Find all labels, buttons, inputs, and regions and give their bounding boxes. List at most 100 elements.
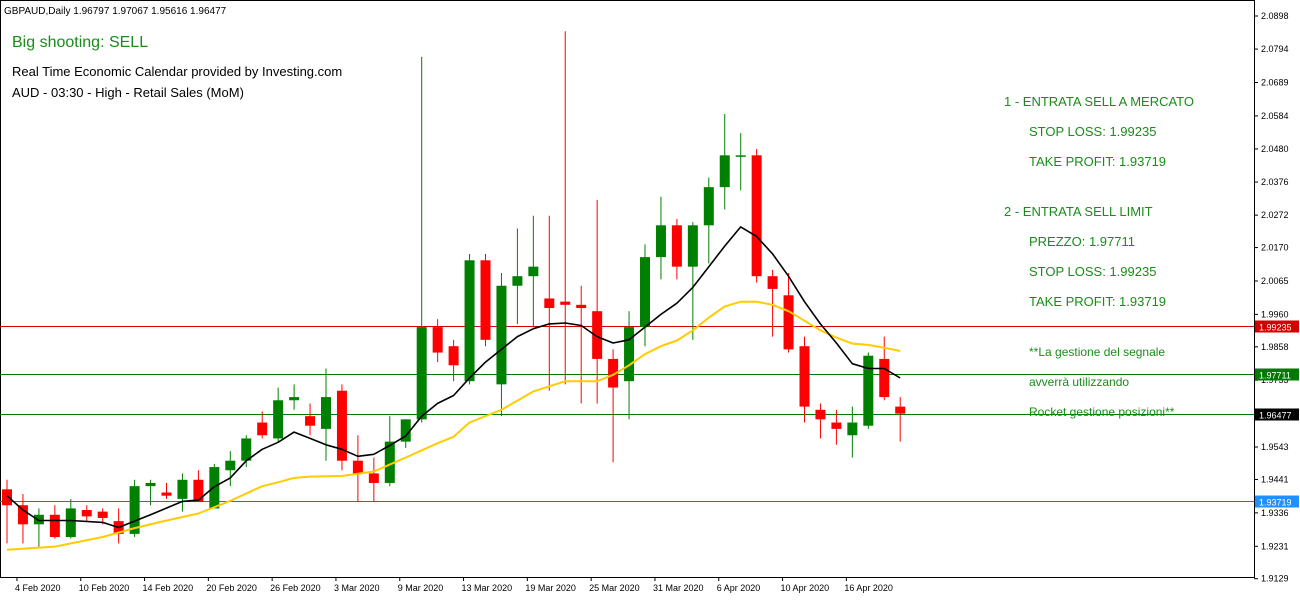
note-management-line1: **La gestione del segnale <box>1029 345 1166 359</box>
candle <box>193 470 204 503</box>
time-axis: 4 Feb 2020 10 Feb 2020 14 Feb 2020 20 Feb 2… <box>15 577 893 593</box>
bullish-candle-body <box>464 260 475 382</box>
candle <box>847 406 858 458</box>
bearish-candle-body <box>352 460 363 474</box>
bearish-candle-body <box>2 489 12 506</box>
bearish-candle-body <box>815 409 826 420</box>
candle <box>655 196 666 280</box>
bearish-candle-body <box>544 298 555 309</box>
bullish-candle-body <box>400 419 411 442</box>
x-tick-label: 14 Feb 2020 <box>143 583 194 593</box>
note-limit-take-profit: TAKE PROFIT: 1.93719 <box>1029 294 1167 309</box>
candle <box>161 482 172 499</box>
candle <box>576 285 587 404</box>
candle <box>496 273 507 417</box>
y-tick-label: 1.9231 <box>1261 541 1289 551</box>
calendar-provider-text: Real Time Economic Calendar provided by … <box>12 64 343 79</box>
bearish-candle-body <box>257 422 268 436</box>
symbol-info: GBPAUD,Daily 1.96797 1.97067 1.95616 1.9… <box>4 6 227 17</box>
bearish-candle-body <box>193 479 204 503</box>
take-profit-price-tag: 1.93719 <box>1255 495 1299 508</box>
candle <box>305 403 316 436</box>
x-tick-label: 10 Feb 2020 <box>79 583 130 593</box>
x-tick-label: 20 Feb 2020 <box>206 583 257 593</box>
candle <box>735 133 746 191</box>
candle <box>751 148 762 283</box>
candle <box>336 384 347 471</box>
bullish-candle-body <box>177 479 188 499</box>
y-tick-label: 2.0584 <box>1261 111 1289 121</box>
bearish-candle-body <box>560 301 571 305</box>
note-limit-stop-loss: STOP LOSS: 1.99235 <box>1029 264 1157 279</box>
candle <box>2 479 12 544</box>
bearish-candle-body <box>480 260 491 340</box>
bearish-candle-body <box>448 346 459 366</box>
take-profit-tag-bg <box>1255 495 1299 508</box>
candle <box>767 269 778 337</box>
bullish-candle-body <box>703 187 714 226</box>
y-tick-label: 1.9543 <box>1261 442 1289 452</box>
y-tick-label: 2.0480 <box>1261 144 1289 154</box>
moving-averages <box>6 226 901 551</box>
candle <box>145 479 156 506</box>
sell-limit-price-tag: 1.97711 <box>1255 368 1299 381</box>
bullish-candle-body <box>512 276 523 286</box>
x-tick-label: 26 Feb 2020 <box>270 583 321 593</box>
candle <box>225 451 236 487</box>
note-limit-price: PREZZO: 1.97711 <box>1029 234 1135 249</box>
take-profit-tag-text: 1.93719 <box>1259 498 1292 508</box>
x-tick-label: 3 Mar 2020 <box>334 583 380 593</box>
bullish-candle-body <box>624 327 635 382</box>
bearish-candle-body <box>671 225 682 267</box>
x-tick-label: 6 Apr 2020 <box>717 583 761 593</box>
candle <box>703 177 714 264</box>
candle <box>640 244 650 347</box>
bullish-candle-body <box>719 155 730 188</box>
current-price-tag-bg <box>1255 408 1299 421</box>
bearish-candle-body <box>17 505 28 525</box>
x-tick-label: 13 Mar 2020 <box>462 583 513 593</box>
note-market-sell-entry: 1 - ENTRATA SELL A MERCATO <box>1004 94 1194 109</box>
bullish-candle-body <box>321 397 331 429</box>
y-tick-label: 1.9441 <box>1261 474 1289 484</box>
x-tick-label: 16 Apr 2020 <box>844 583 893 593</box>
sell-limit-tag-text: 1.97711 <box>1259 371 1291 381</box>
bearish-candle-body <box>368 473 379 483</box>
bearish-candle-body <box>767 276 778 289</box>
candle <box>895 397 906 442</box>
bullish-candle-body <box>145 482 156 487</box>
stop-loss-price-tag: 1.99235 <box>1255 320 1299 333</box>
bullish-candle-body <box>640 257 650 328</box>
candle <box>352 435 363 503</box>
note-management-line3: Rocket gestione posizioni** <box>1029 405 1175 419</box>
bearish-candle-body <box>751 155 762 277</box>
candle <box>81 505 92 522</box>
bullish-candle-body <box>225 460 236 471</box>
y-tick-label: 1.9858 <box>1261 342 1289 352</box>
y-tick-label: 2.0376 <box>1261 177 1289 187</box>
candle <box>17 494 28 544</box>
signal-title: Big shooting: SELL <box>12 34 149 51</box>
candle <box>273 387 284 442</box>
candlestick-series <box>2 31 906 549</box>
y-tick-label: 2.0898 <box>1261 11 1289 21</box>
bearish-candle-body <box>879 358 890 398</box>
y-tick-label: 2.0170 <box>1261 243 1289 253</box>
y-tick-label: 2.0794 <box>1261 44 1289 54</box>
x-tick-label: 9 Mar 2020 <box>398 583 444 593</box>
bullish-candle-body <box>289 397 300 401</box>
candle <box>783 273 794 353</box>
bullish-candle-body <box>129 486 140 534</box>
candle <box>608 349 619 463</box>
bearish-candle-body <box>831 422 842 429</box>
bearish-candle-body <box>49 514 60 538</box>
stop-loss-tag-bg <box>1255 320 1299 333</box>
bearish-candle-body <box>336 390 347 461</box>
slow-moving-average-line <box>6 300 901 551</box>
calendar-event-text: AUD - 03:30 - High - Retail Sales (MoM) <box>12 85 244 100</box>
candle <box>257 411 268 439</box>
current-price-price-tag: 1.96477 <box>1255 408 1299 421</box>
candle <box>815 403 826 439</box>
candle <box>544 215 555 391</box>
